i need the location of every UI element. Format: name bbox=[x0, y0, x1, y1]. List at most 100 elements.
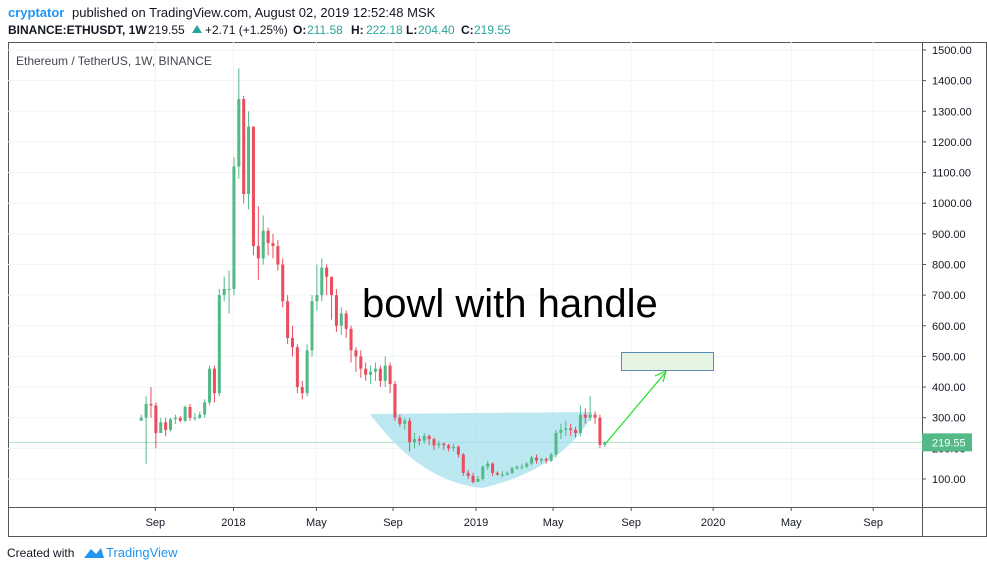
candle-body bbox=[578, 414, 582, 434]
candle-body bbox=[310, 301, 314, 351]
y-tick-label: 500.00 bbox=[932, 351, 966, 363]
x-tick-label: May bbox=[306, 517, 327, 529]
target-box bbox=[621, 352, 714, 371]
candle-body bbox=[198, 414, 202, 418]
candle-body bbox=[539, 459, 543, 461]
candle-body bbox=[369, 371, 373, 375]
price-label-bg bbox=[922, 433, 972, 452]
candle-body bbox=[603, 442, 607, 445]
y-tick-label: 1200.00 bbox=[932, 137, 972, 149]
bowl-shape bbox=[370, 412, 592, 488]
candle-body bbox=[364, 368, 368, 375]
annotation: bowl with handle bbox=[362, 282, 658, 326]
candle-body bbox=[515, 466, 519, 469]
candle-body bbox=[359, 356, 363, 369]
candle-body bbox=[325, 267, 329, 277]
candle-body bbox=[164, 422, 168, 430]
candle-body bbox=[525, 463, 529, 467]
candle-body bbox=[168, 419, 173, 430]
candle-body bbox=[574, 429, 578, 434]
candle-body bbox=[495, 472, 499, 475]
candle-body bbox=[188, 406, 192, 418]
candle-body bbox=[232, 166, 236, 289]
candle-body bbox=[227, 288, 231, 290]
x-tick-label: 2020 bbox=[701, 517, 725, 529]
x-tick-label: Sep bbox=[621, 517, 641, 529]
candle-body bbox=[281, 264, 285, 302]
y-tick-label: 900.00 bbox=[932, 229, 966, 241]
candle-body bbox=[412, 439, 417, 443]
candle-body bbox=[393, 383, 397, 418]
published: published on TradingView.com, August 02,… bbox=[72, 5, 436, 20]
candle-body bbox=[344, 313, 348, 329]
y-tick-label: 1100.00 bbox=[932, 168, 971, 180]
up-arrow bbox=[192, 25, 202, 33]
candle-body bbox=[183, 406, 187, 421]
candle-body bbox=[452, 446, 456, 449]
candle-body bbox=[554, 433, 558, 455]
candle-body bbox=[491, 463, 495, 473]
candle-body bbox=[432, 439, 436, 446]
candle-body bbox=[534, 457, 539, 461]
arrow-line bbox=[605, 372, 666, 444]
price-label: 219.55 bbox=[932, 437, 966, 449]
candle-body bbox=[251, 126, 255, 247]
candle-body bbox=[237, 98, 241, 167]
x-tick-label: May bbox=[781, 517, 802, 529]
x-tick-label: 2018 bbox=[221, 517, 245, 529]
candle-body bbox=[203, 402, 207, 415]
h: 222.18 bbox=[366, 23, 403, 37]
y-tick-label: 600.00 bbox=[932, 321, 966, 333]
candle-body bbox=[476, 478, 480, 483]
x-tick-label: Sep bbox=[146, 517, 166, 529]
candle-body bbox=[564, 428, 568, 430]
candle-body bbox=[286, 301, 290, 339]
x-tick-label: Sep bbox=[863, 517, 883, 529]
c: 219.55 bbox=[474, 23, 511, 37]
candle-body bbox=[305, 350, 309, 394]
candle-body bbox=[208, 368, 212, 403]
candle-body bbox=[588, 414, 592, 418]
candle-body bbox=[456, 446, 460, 455]
candle-body bbox=[422, 436, 426, 441]
candle-body bbox=[330, 276, 334, 296]
candle-body bbox=[149, 403, 153, 406]
candle-body bbox=[242, 98, 246, 194]
author[interactable]: cryptator bbox=[8, 5, 64, 20]
candle-body bbox=[222, 288, 226, 296]
candle-body bbox=[403, 420, 407, 424]
candle-body bbox=[271, 243, 275, 247]
price: 219.55 bbox=[148, 23, 185, 37]
candle-body bbox=[559, 429, 563, 434]
candle-body bbox=[500, 474, 504, 476]
candle-body bbox=[417, 439, 421, 441]
candle-body bbox=[334, 295, 338, 326]
candle-body bbox=[583, 414, 587, 418]
y-tick-label: 1500.00 bbox=[932, 45, 972, 57]
candle-body bbox=[354, 350, 358, 357]
candle-body bbox=[320, 267, 324, 296]
candle-body bbox=[173, 417, 177, 420]
candle-body bbox=[373, 368, 377, 372]
candle-body bbox=[408, 420, 412, 443]
y-tick-label: 400.00 bbox=[932, 382, 966, 394]
candle-body bbox=[139, 417, 143, 421]
footer-brand[interactable]: TradingView bbox=[106, 545, 178, 560]
candle-body bbox=[598, 417, 602, 445]
candle-body bbox=[290, 338, 295, 348]
y-tick-label: 1300.00 bbox=[932, 106, 972, 118]
candle-body bbox=[437, 443, 441, 446]
candle-body bbox=[266, 230, 270, 244]
candle-body bbox=[178, 417, 182, 421]
symbol: BINANCE:ETHUSDT, 1W bbox=[8, 23, 147, 37]
candle-body bbox=[276, 246, 280, 265]
o-label: O: bbox=[293, 23, 306, 37]
footer-created: Created with bbox=[7, 546, 74, 560]
candle-body bbox=[154, 405, 158, 434]
tv-logo bbox=[84, 548, 104, 558]
candle-body bbox=[193, 417, 197, 419]
candle-body bbox=[447, 445, 451, 449]
candle-body bbox=[549, 454, 553, 461]
candle-body bbox=[466, 472, 470, 476]
